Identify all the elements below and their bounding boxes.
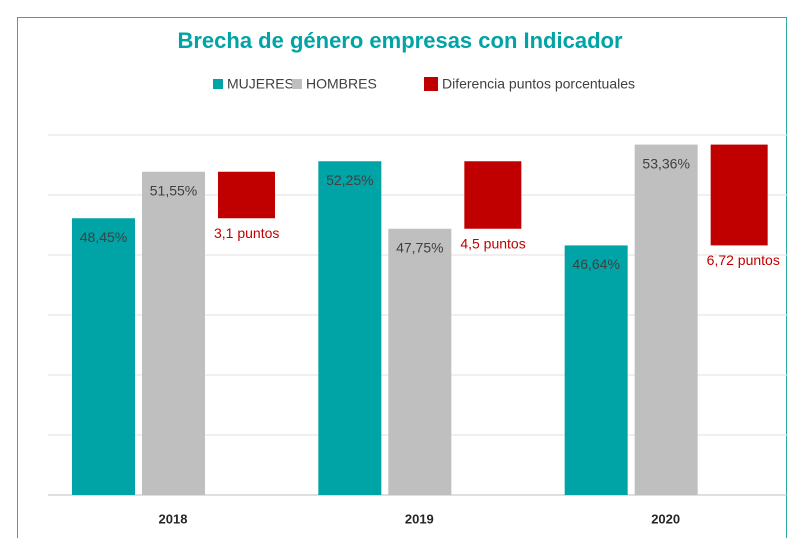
x-tick-label: 2019	[405, 511, 434, 526]
difference-bar	[710, 144, 768, 246]
data-label: 46,64%	[572, 256, 619, 272]
data-label: 48,45%	[80, 229, 127, 245]
bar	[72, 218, 135, 495]
data-label: 6,72 puntos	[707, 252, 780, 268]
bar	[318, 161, 382, 495]
data-label: 4,5 puntos	[460, 235, 525, 251]
x-tick-label: 2020	[651, 511, 680, 526]
data-label: 47,75%	[396, 239, 443, 255]
data-label: 3,1 puntos	[214, 225, 279, 241]
legend-label: MUJERES	[227, 76, 294, 92]
bar	[564, 245, 628, 495]
bar	[388, 228, 452, 495]
data-label: 51,55%	[150, 182, 197, 198]
legend-swatch	[424, 77, 438, 91]
chart-title: Brecha de género empresas con Indicador	[177, 28, 622, 53]
data-label: 53,36%	[642, 155, 689, 171]
legend-label: HOMBRES	[306, 76, 377, 92]
data-label: 52,25%	[326, 172, 373, 188]
x-tick-label: 2018	[159, 511, 188, 526]
legend-swatch	[292, 79, 302, 89]
bar	[142, 171, 205, 495]
difference-bar	[218, 171, 275, 219]
legend-label: Diferencia puntos porcentuales	[442, 76, 635, 92]
difference-bar	[464, 161, 522, 229]
bar	[634, 144, 698, 495]
legend-swatch	[213, 79, 223, 89]
